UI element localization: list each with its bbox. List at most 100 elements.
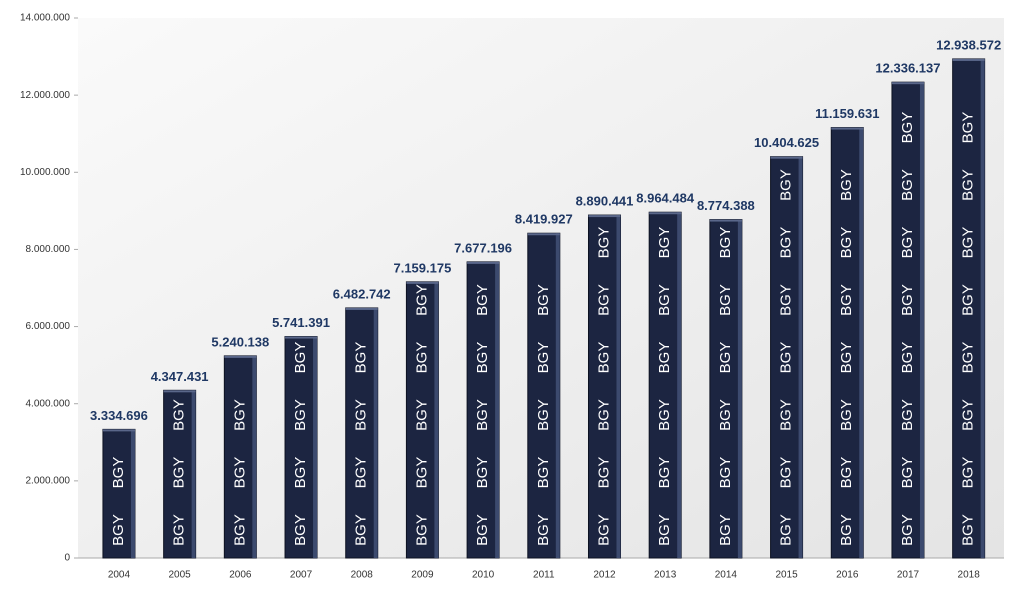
bar — [709, 219, 743, 559]
bar-text: BGY — [838, 227, 855, 259]
x-tick-label: 2018 — [958, 570, 981, 581]
bar — [405, 281, 439, 559]
bar-text: BGY — [899, 284, 916, 316]
value-label: 3.334.696 — [90, 408, 148, 423]
bar-text: BGY — [899, 169, 916, 201]
bar-top — [285, 336, 318, 339]
bar-text: BGY — [353, 399, 370, 431]
bar-text: BGY — [960, 227, 977, 259]
bar-side — [919, 82, 924, 558]
bar-text: BGY — [413, 457, 430, 489]
bar — [102, 428, 136, 559]
bar-text: BGY — [231, 399, 248, 431]
x-tick-label: 2010 — [472, 570, 495, 581]
bar-text: BGY — [656, 514, 673, 546]
bar-top — [406, 281, 439, 284]
value-label: 8.890.441 — [576, 194, 634, 209]
bar-side — [616, 215, 621, 558]
x-tick-label: 2017 — [897, 570, 920, 581]
x-tick-label: 2007 — [290, 570, 313, 581]
y-tick-label: 8.000.000 — [26, 244, 71, 255]
value-label: 6.482.742 — [333, 286, 391, 301]
bar-text: BGY — [899, 342, 916, 374]
bar-side — [373, 307, 378, 558]
bar-text: BGY — [717, 399, 734, 431]
bar-text: BGY — [474, 514, 491, 546]
bar-text: BGY — [899, 399, 916, 431]
bar-text: BGY — [413, 514, 430, 546]
bar-side — [555, 233, 560, 558]
bar-text: BGY — [413, 284, 430, 316]
bar-text: BGY — [656, 227, 673, 259]
bar-top — [102, 429, 135, 432]
bar-text: BGY — [353, 457, 370, 489]
bar-text: BGY — [717, 284, 734, 316]
value-label: 12.336.137 — [875, 61, 940, 76]
value-label: 8.964.484 — [636, 191, 695, 206]
bar — [345, 307, 379, 559]
bar-text: BGY — [171, 457, 188, 489]
value-label: 11.159.631 — [815, 106, 879, 121]
bar-top — [770, 156, 803, 159]
bar-text: BGY — [413, 342, 430, 374]
y-tick-label: 4.000.000 — [26, 398, 71, 409]
bar-text: BGY — [838, 457, 855, 489]
bar-top — [345, 307, 378, 310]
bar-text: BGY — [535, 457, 552, 489]
bar-text: BGY — [535, 399, 552, 431]
y-tick-label: 14.000.000 — [20, 13, 70, 24]
bar — [466, 261, 500, 559]
bar-text: BGY — [717, 227, 734, 259]
bar-text: BGY — [838, 514, 855, 546]
bar-text: BGY — [353, 342, 370, 374]
bar — [891, 81, 925, 559]
bar-text: BGY — [595, 514, 612, 546]
bar-text: BGY — [838, 342, 855, 374]
bar-text: BGY — [292, 342, 309, 374]
x-tick-label: 2006 — [229, 570, 252, 581]
bar-text: BGY — [960, 514, 977, 546]
value-label: 5.741.391 — [272, 315, 330, 330]
bar-text: BGY — [778, 169, 795, 201]
bar-side — [677, 212, 682, 558]
y-tick-label: 12.000.000 — [20, 90, 70, 101]
bar-text: BGY — [535, 342, 552, 374]
bar-top — [527, 233, 560, 236]
bar-text: BGY — [171, 399, 188, 431]
bar-text: BGY — [778, 399, 795, 431]
bar-text: BGY — [778, 342, 795, 374]
bar-top — [163, 390, 196, 393]
bar-text: BGY — [110, 457, 127, 489]
bar-text: BGY — [960, 112, 977, 144]
bar-side — [130, 429, 135, 558]
bar-text: BGY — [717, 342, 734, 374]
bar-text: BGY — [292, 399, 309, 431]
bar-text: BGY — [656, 284, 673, 316]
bar-side — [495, 261, 500, 558]
value-label: 7.677.196 — [454, 240, 512, 255]
bar-side — [191, 390, 196, 558]
bar-text: BGY — [960, 169, 977, 201]
bar-text: BGY — [474, 457, 491, 489]
bar-text: BGY — [353, 514, 370, 546]
bar-side — [252, 355, 257, 558]
bar — [648, 211, 682, 559]
bar-text: BGY — [595, 457, 612, 489]
bar-text: BGY — [292, 457, 309, 489]
bar-side — [859, 127, 864, 558]
bar-text: BGY — [960, 342, 977, 374]
x-tick-label: 2009 — [411, 570, 434, 581]
bar-text: BGY — [292, 514, 309, 546]
bar-text: BGY — [778, 284, 795, 316]
bar — [587, 214, 621, 559]
x-tick-label: 2013 — [654, 570, 677, 581]
bar-text: BGY — [717, 514, 734, 546]
value-label: 4.347.431 — [151, 369, 209, 384]
bar-text: BGY — [960, 399, 977, 431]
bar-top — [709, 219, 742, 222]
bar-text: BGY — [535, 284, 552, 316]
bar-text: BGY — [535, 514, 552, 546]
bar-text: BGY — [838, 169, 855, 201]
bar-top — [891, 82, 924, 85]
bar-text: BGY — [960, 284, 977, 316]
